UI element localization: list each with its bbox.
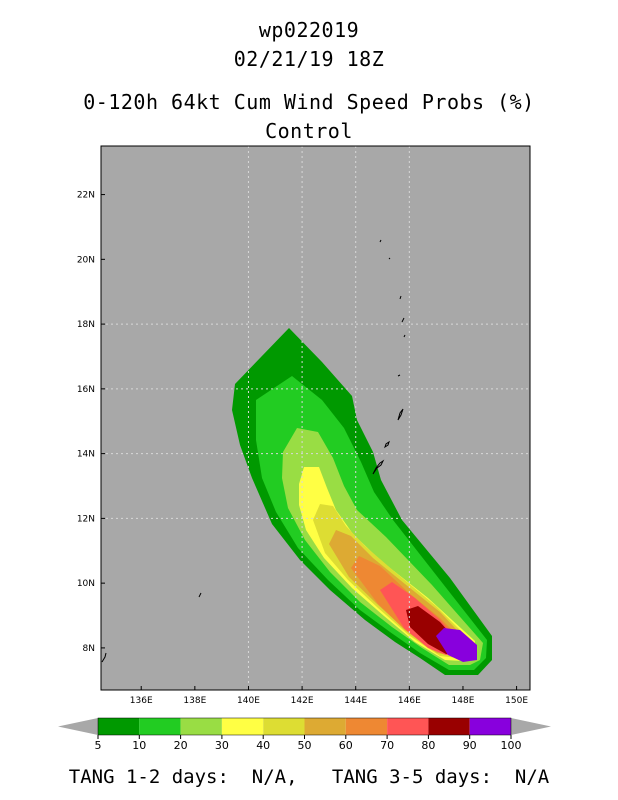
colorbar-label: 70 [380,739,394,752]
storm-id-title: wp022019 [258,18,360,42]
map-frame-border [100,145,531,691]
colorbar-label: 10 [132,739,146,752]
x-axis-ticks: 136E 138E 140E 142E 144E 146E 148E 150E [130,686,528,706]
colorbar-label: 30 [215,739,229,752]
probability-map: 136E 138E 140E 142E 144E 146E 148E 150E 8N 10N 12… [58,145,551,752]
colorbar-segment [387,718,429,735]
island-anatahan [397,374,401,377]
colorbar-segment [98,718,140,735]
colorbar-label: 20 [174,739,188,752]
x-tick-label: 136E [130,696,153,706]
colorbar-label: 60 [339,739,353,752]
y-tick-label: 16N [77,385,95,395]
colorbar-label: 90 [463,739,477,752]
x-tick-label: 148E [452,696,475,706]
gridlines [101,146,530,690]
island-outlines [101,239,406,663]
colorbar-segment [263,718,305,735]
colorbar-low-arrow [58,718,98,735]
island-palau [101,652,107,663]
y-tick-label: 18N [77,320,95,330]
swath-90pct [436,628,477,662]
island-ngulu [198,592,202,598]
colorbar-segment [221,718,264,735]
colorbar-segment [345,718,388,735]
x-tick-label: 150E [505,696,528,706]
y-tick-label: 14N [77,450,95,460]
colorbar-segment [304,718,346,735]
colorbar-label: 40 [256,739,270,752]
island-farallon [379,239,382,243]
product-title: 0-120h 64kt Cum Wind Speed Probs (%) [83,90,535,114]
island-alamagan [403,334,406,338]
colorbar-high-arrow [511,718,551,735]
island-rota [384,440,390,449]
colorbar-label: 5 [95,739,102,752]
x-tick-label: 146E [398,696,421,706]
x-tick-label: 144E [344,696,367,706]
y-tick-label: 10N [77,579,95,589]
y-tick-label: 20N [77,255,95,265]
probability-swath [232,328,492,675]
x-tick-label: 138E [183,696,206,706]
colorbar-segment [428,718,470,735]
island-saipan [397,408,404,421]
island-agrihan [399,295,402,300]
run-title: Control [265,119,353,143]
tang-footer: TANG 1-2 days: N/A, TANG 3-5 days: N/A [0,766,618,788]
y-tick-label: 8N [83,644,95,654]
island-pagan [401,317,405,323]
tang-1-2-days: TANG 1-2 days: N/A, [68,766,298,788]
y-tick-label: 12N [77,514,95,524]
y-tick-label: 22N [77,191,95,201]
x-tick-label: 142E [291,696,314,706]
island-guam [372,459,385,475]
tang-3-5-days: TANG 3-5 days: N/A [331,766,550,788]
colorbar-segment [139,718,181,735]
colorbar-segment [469,718,511,735]
colorbar-segment [180,718,222,735]
colorbar-label: 100 [501,739,522,752]
y-axis-ticks: 8N 10N 12N 14N 16N 18N 20N 22N [77,191,105,654]
island-maug [388,257,391,260]
datetime-title: 02/21/19 18Z [233,47,385,71]
colorbar: 5 10 20 30 40 50 60 70 80 90 100 [58,717,551,752]
colorbar-label: 80 [421,739,435,752]
colorbar-label: 50 [298,739,312,752]
x-tick-label: 140E [237,696,260,706]
